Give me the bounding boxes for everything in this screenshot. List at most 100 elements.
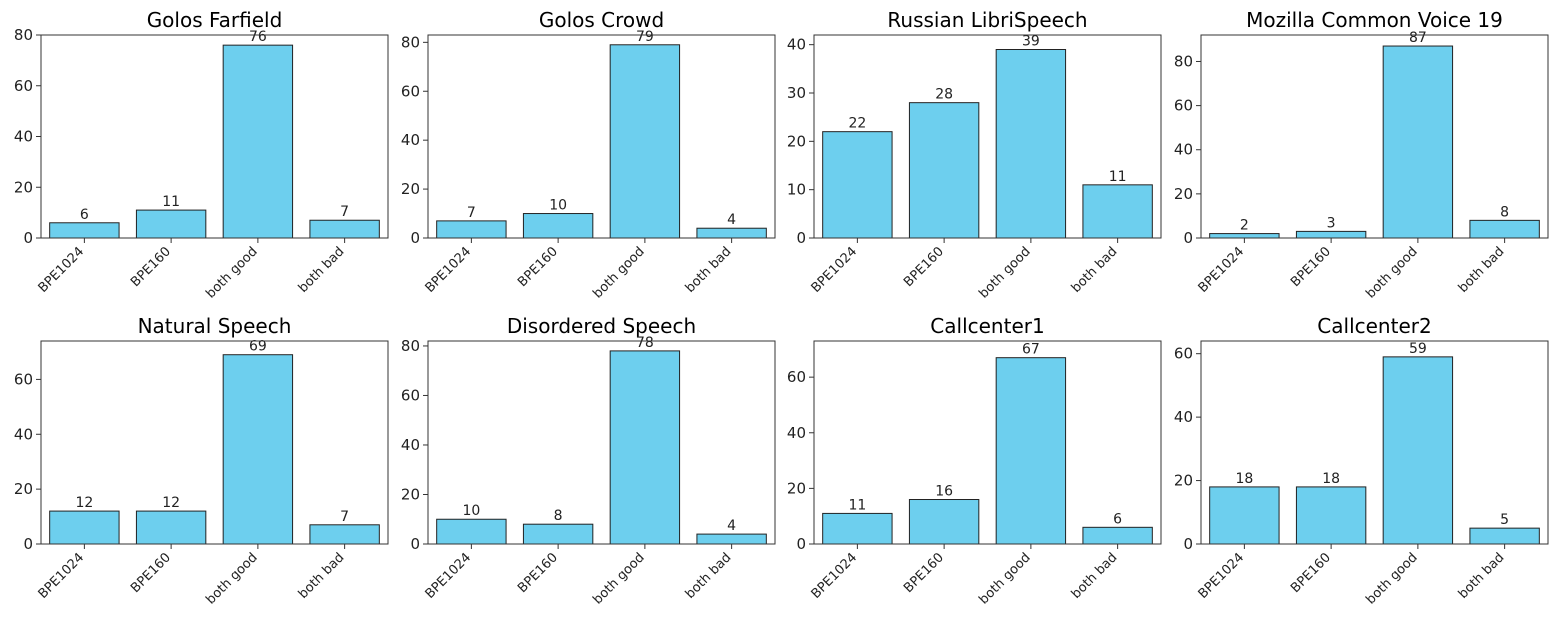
x-tick-label: BPE160 bbox=[901, 550, 947, 596]
bar-value-label: 6 bbox=[1113, 511, 1122, 527]
bar bbox=[135, 510, 207, 545]
bar-value-label: 16 bbox=[935, 484, 953, 500]
y-tick-label: 60 bbox=[401, 82, 420, 100]
x-tick-label: BPE160 bbox=[515, 550, 561, 596]
bar bbox=[135, 209, 207, 239]
chart-panel: Golos Farfield 0 20 40 60 80 6 11 76 7 BPE1024 BPE1… bbox=[14, 8, 389, 302]
y-tick-label: 40 bbox=[1174, 141, 1193, 159]
x-tick-label: BPE1024 bbox=[1196, 550, 1248, 602]
x-tick-label: BPE160 bbox=[901, 244, 947, 290]
bar-value-label: 6 bbox=[80, 207, 89, 223]
y-tick-label: 40 bbox=[401, 131, 420, 149]
bar-value-label: 39 bbox=[1022, 34, 1040, 50]
y-tick-label: 60 bbox=[1174, 345, 1193, 363]
bar-value-label: 3 bbox=[1327, 215, 1336, 231]
chart-panel: Callcenter1 0 20 40 60 11 16 67 6 BPE1024 BPE160 bo… bbox=[787, 314, 1162, 608]
bar-value-label: 12 bbox=[162, 495, 180, 511]
bar-value-label: 7 bbox=[340, 204, 349, 220]
bar-value-label: 8 bbox=[1500, 204, 1509, 220]
bar-value-label: 28 bbox=[935, 87, 953, 103]
y-tick-label: 0 bbox=[796, 229, 806, 247]
y-tick-label: 20 bbox=[14, 480, 33, 498]
chart-panel: Natural Speech 0 20 40 60 12 12 69 7 BPE1024 BPE16… bbox=[14, 314, 389, 608]
bar bbox=[436, 220, 507, 239]
bar-value-label: 87 bbox=[1409, 30, 1427, 46]
bar bbox=[222, 44, 294, 239]
bar bbox=[522, 523, 594, 545]
axes-frame bbox=[1200, 34, 1549, 239]
y-tick-label: 60 bbox=[14, 370, 33, 388]
bar bbox=[609, 350, 681, 545]
y-tick-label: 20 bbox=[787, 132, 806, 150]
x-tick-label: BPE160 bbox=[1288, 550, 1334, 596]
bar bbox=[309, 219, 380, 239]
bar bbox=[1295, 486, 1367, 545]
y-tick-label: 20 bbox=[401, 180, 420, 198]
x-tick-label: BPE1024 bbox=[423, 550, 475, 602]
y-tick-label: 60 bbox=[14, 77, 33, 95]
y-tick-label: 0 bbox=[410, 229, 420, 247]
x-tick-label: both bad bbox=[296, 244, 348, 296]
bar-value-label: 5 bbox=[1500, 512, 1509, 528]
y-tick-label: 0 bbox=[23, 229, 33, 247]
bar bbox=[1469, 527, 1540, 545]
x-tick-label: BPE160 bbox=[128, 550, 174, 596]
axes-frame bbox=[813, 340, 1162, 545]
bar bbox=[49, 510, 120, 545]
bar bbox=[222, 354, 294, 545]
y-tick-label: 80 bbox=[401, 33, 420, 51]
bar-value-label: 22 bbox=[848, 116, 866, 132]
bar bbox=[1209, 233, 1280, 239]
bar bbox=[995, 357, 1067, 545]
chart-title: Disordered Speech bbox=[507, 314, 696, 338]
bar-value-label: 10 bbox=[549, 198, 567, 214]
y-tick-label: 80 bbox=[1174, 52, 1193, 70]
y-tick-label: 60 bbox=[1174, 97, 1193, 115]
bar-value-label: 18 bbox=[1235, 471, 1253, 487]
y-tick-label: 20 bbox=[401, 485, 420, 503]
x-tick-label: both good bbox=[1363, 244, 1420, 301]
bar-value-label: 8 bbox=[554, 508, 563, 524]
x-tick-label: both good bbox=[976, 550, 1033, 607]
y-tick-label: 0 bbox=[796, 535, 806, 553]
bar-value-label: 7 bbox=[467, 205, 476, 221]
x-tick-label: both good bbox=[203, 550, 260, 607]
y-tick-label: 20 bbox=[787, 479, 806, 497]
bar-value-label: 67 bbox=[1022, 342, 1040, 358]
bar bbox=[822, 131, 893, 239]
x-tick-label: both good bbox=[976, 244, 1033, 301]
bar-value-label: 59 bbox=[1409, 341, 1427, 357]
x-tick-label: both bad bbox=[683, 244, 735, 296]
chart-title: Callcenter2 bbox=[1317, 314, 1431, 338]
bar bbox=[309, 524, 380, 545]
bar bbox=[908, 499, 980, 545]
chart-title: Russian LibriSpeech bbox=[887, 8, 1087, 32]
y-tick-label: 0 bbox=[1183, 535, 1193, 553]
bar-value-label: 69 bbox=[249, 339, 267, 355]
bar bbox=[1382, 356, 1454, 545]
y-tick-label: 40 bbox=[401, 436, 420, 454]
y-tick-label: 60 bbox=[401, 386, 420, 404]
chart-panel: Russian LibriSpeech 0 10 20 30 40 22 28 39 11 BPE1… bbox=[787, 8, 1162, 302]
bar bbox=[908, 102, 980, 239]
axes-frame bbox=[40, 340, 389, 545]
axes-frame bbox=[427, 340, 776, 545]
bar-value-label: 7 bbox=[340, 509, 349, 525]
y-tick-label: 0 bbox=[410, 535, 420, 553]
y-tick-label: 40 bbox=[1174, 408, 1193, 426]
chart-panel: Callcenter2 0 20 40 60 18 18 59 5 BPE1024 BPE160 bo… bbox=[1174, 314, 1549, 608]
chart-title: Callcenter1 bbox=[930, 314, 1044, 338]
bar-value-label: 11 bbox=[1109, 169, 1127, 185]
y-tick-label: 60 bbox=[787, 368, 806, 386]
bar bbox=[1082, 526, 1153, 545]
bar bbox=[995, 49, 1067, 239]
chart-title: Natural Speech bbox=[138, 314, 292, 338]
bar-value-label: 78 bbox=[636, 335, 654, 351]
y-tick-label: 20 bbox=[1174, 472, 1193, 490]
bar bbox=[49, 222, 120, 239]
x-tick-label: BPE1024 bbox=[809, 244, 861, 296]
chart-title: Golos Farfield bbox=[147, 8, 283, 32]
x-tick-label: BPE1024 bbox=[36, 550, 88, 602]
y-tick-label: 40 bbox=[787, 36, 806, 54]
